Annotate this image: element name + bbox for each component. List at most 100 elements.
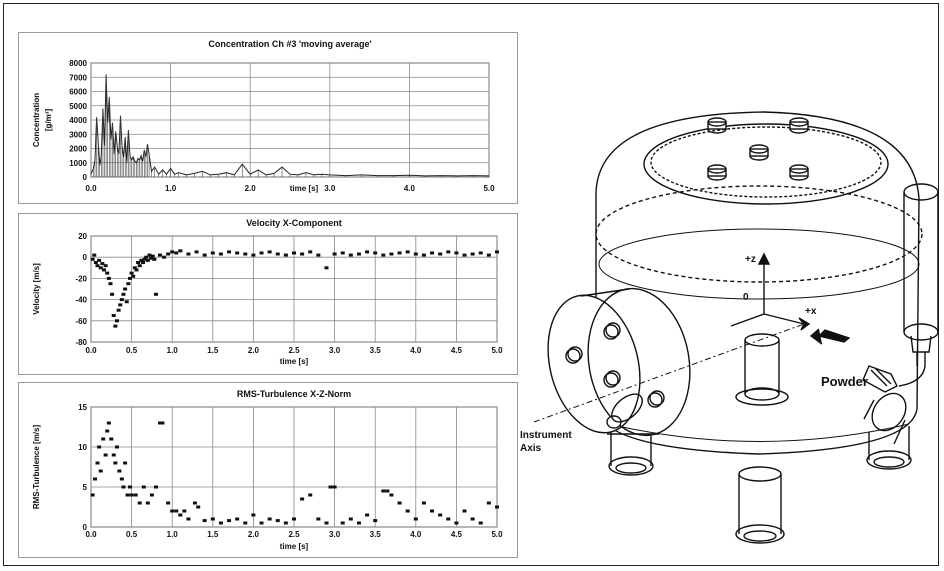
velocity-data-point [283, 253, 288, 257]
rms-data-point [113, 461, 118, 465]
rms-data-point [365, 513, 370, 517]
velocity-data-point [137, 264, 142, 268]
rms-x-tick-label: 3.5 [370, 530, 382, 539]
instrument-axis-label-line2: Axis [520, 443, 542, 454]
rms-data-point [381, 489, 386, 493]
concentration-series-line [90, 74, 490, 177]
velocity-x-tick-label: 5.0 [491, 346, 503, 355]
rms-data-point [153, 485, 158, 489]
rms-data-point [251, 513, 256, 517]
velocity-data-point [147, 253, 152, 257]
rms-data-point [192, 501, 197, 505]
rms-data-point [174, 509, 179, 513]
instrument-axis-line [533, 323, 805, 423]
rms-data-point [182, 509, 187, 513]
velocity-data-point [462, 253, 467, 257]
velocity-data-point [127, 276, 132, 280]
velocity-data-point [92, 253, 97, 257]
rms-turbulence-chart: RMS-Turbulence X-Z-Norm 15 10 5 0 0.0 0.5 1.0 1.… [18, 382, 518, 558]
velocity-data-point [194, 250, 199, 254]
vessel-legs [608, 426, 912, 544]
velocity-data-point [454, 251, 459, 255]
velocity-data-point [421, 253, 426, 257]
concentration-x-axis-label: time [s] [290, 184, 319, 193]
axis-z-label: +z [745, 254, 756, 265]
velocity-data-point [145, 258, 150, 262]
velocity-data-point [121, 292, 126, 296]
velocity-data-point [111, 314, 116, 317]
velocity-data-point [413, 252, 418, 256]
velocity-x-tick-label: 3.0 [329, 346, 341, 355]
rms-data-point [328, 485, 333, 489]
rms-data-point [121, 485, 126, 489]
vessel-bottom-inner [608, 423, 910, 442]
velocity-data-point [308, 250, 313, 254]
velocity-chart-title: Velocity X-Component [246, 218, 342, 228]
velocity-data-point [166, 252, 171, 256]
velocity-data-point [340, 251, 345, 255]
velocity-data-point [267, 250, 272, 254]
velocity-chart: Velocity X-Component 20 0 -20 -40 -60 -80 0.0 0.… [18, 213, 518, 375]
rms-data-point [389, 493, 394, 497]
velocity-x-tick-label: 0.0 [85, 346, 97, 355]
rms-data-point [114, 445, 119, 449]
rms-data-point [495, 505, 499, 509]
velocity-data-point [158, 253, 163, 257]
rms-data-point [101, 437, 106, 441]
velocity-data-point [139, 258, 144, 262]
rms-data-point [105, 429, 110, 433]
velocity-data-point [149, 256, 154, 260]
velocity-data-point [365, 250, 370, 254]
velocity-data-point [136, 261, 141, 264]
rms-data-point [119, 477, 124, 481]
rms-data-point [235, 517, 240, 521]
velocity-y-tick-label: -80 [75, 338, 87, 347]
rms-data-point [137, 501, 142, 505]
vessel-mid-ring [595, 185, 923, 283]
rms-x-axis-label: time [s] [280, 542, 309, 551]
vessel-horizon-ellipse [598, 228, 920, 300]
concentration-y-tick-label: 7000 [69, 73, 87, 82]
concentration-x-tick-label: 3.0 [324, 184, 336, 193]
velocity-data-point [446, 250, 451, 254]
velocity-data-point [118, 303, 123, 307]
rms-data-point [292, 517, 296, 521]
rms-data-point [446, 517, 451, 521]
rms-data-point [149, 493, 154, 497]
velocity-x-tick-label: 4.0 [410, 346, 422, 355]
rms-data-point [129, 493, 134, 497]
velocity-data-point [162, 255, 167, 259]
velocity-data-point [178, 249, 183, 253]
velocity-data-point [275, 252, 280, 256]
powder-arrowhead [809, 328, 823, 345]
rms-data-point [356, 521, 361, 525]
rms-data-point [111, 453, 116, 457]
rms-data-point [348, 517, 353, 521]
figure-frame: Concentration Ch #3 'moving average' 0 100… [3, 3, 939, 566]
inner-right-duct [863, 392, 907, 445]
velocity-data-point [470, 252, 475, 256]
rms-data-point [227, 519, 232, 523]
velocity-data-point [259, 251, 264, 255]
rms-data-point [109, 437, 114, 441]
rms-data-point [430, 509, 435, 513]
concentration-chart-svg: Concentration Ch #3 'moving average' 0 100… [32, 39, 495, 193]
rms-x-tick-label: 4.5 [451, 530, 463, 539]
concentration-y-tick-label: 2000 [69, 145, 87, 154]
rms-data-point [202, 519, 207, 523]
rms-y-tick-label: 0 [83, 523, 88, 532]
rms-x-tick-label: 5.0 [491, 530, 503, 539]
concentration-y-tick-label: 8000 [69, 59, 87, 68]
velocity-data-point [95, 264, 100, 268]
velocity-x-tick-label: 1.5 [207, 346, 219, 355]
velocity-data-point [300, 252, 305, 256]
velocity-data-point [97, 258, 102, 262]
velocity-data-point [124, 300, 129, 304]
coordinate-axes [730, 252, 811, 331]
velocity-x-tick-label: 0.5 [126, 346, 138, 355]
rms-data-point [93, 477, 98, 481]
velocity-data-point [170, 250, 175, 254]
velocity-x-tick-label: 1.0 [167, 346, 179, 355]
velocity-data-point [114, 319, 119, 323]
velocity-data-point [116, 308, 121, 312]
